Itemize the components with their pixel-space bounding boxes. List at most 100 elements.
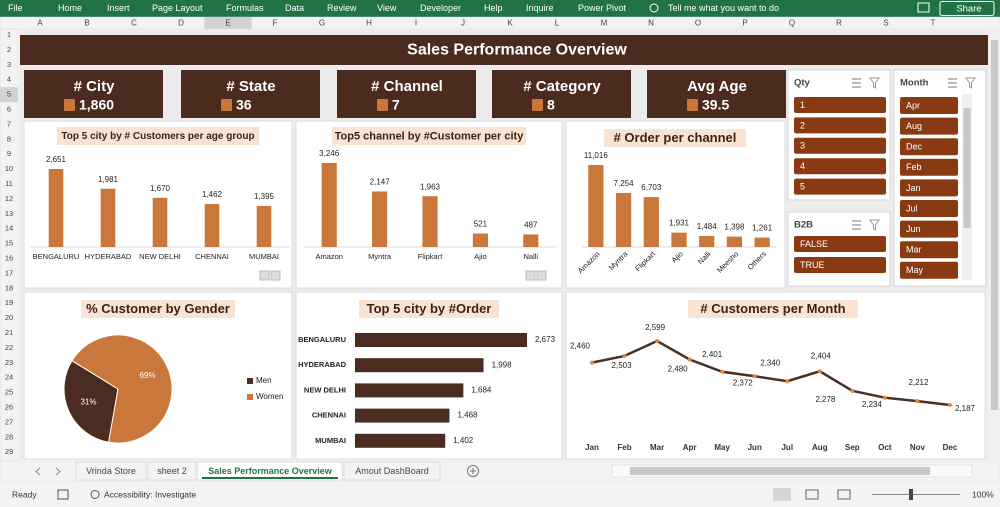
slicer-item-label[interactable]: Aug <box>906 121 922 131</box>
zoom-thumb[interactable] <box>909 489 913 500</box>
sheet-tab-label[interactable]: Vrinda Store <box>86 466 136 476</box>
page-break-button[interactable] <box>837 489 851 500</box>
multi-select-icon[interactable] <box>852 78 861 88</box>
x-tick-label: Feb <box>617 443 631 452</box>
macro-icon[interactable] <box>57 489 69 500</box>
row-header: 17 <box>5 268 13 277</box>
accessibility-icon[interactable] <box>90 490 100 499</box>
sheet-tab-label[interactable]: Sales Performance Overview <box>208 466 333 476</box>
slicer-item-label[interactable]: 4 <box>800 161 805 171</box>
y-tick-label: CHENNAI <box>312 411 346 420</box>
slicer-item[interactable] <box>900 179 958 197</box>
slicer-item[interactable] <box>900 117 958 135</box>
zoom-level[interactable]: 100% <box>972 489 994 499</box>
row-header: 12 <box>5 194 13 203</box>
sheet-tab-label[interactable]: Amout DashBoard <box>355 466 429 476</box>
line-marker <box>948 403 952 407</box>
normal-view-button[interactable] <box>773 488 791 501</box>
slicer-item-label[interactable]: 1 <box>800 100 805 110</box>
slicer-item[interactable] <box>900 241 958 259</box>
slicer-item[interactable] <box>900 97 958 114</box>
slicer-item[interactable] <box>794 257 886 273</box>
clear-filter-icon[interactable] <box>869 219 880 231</box>
ribbon-tab[interactable]: Developer <box>420 3 461 13</box>
slicer-item-label[interactable]: 5 <box>800 181 805 191</box>
slicer-item-label[interactable]: 2 <box>800 120 805 130</box>
slicer-item[interactable] <box>900 261 958 279</box>
sheet-tab[interactable] <box>75 461 147 481</box>
ribbon-tab[interactable]: Power Pivot <box>578 3 627 13</box>
ribbon-tab[interactable]: Data <box>285 3 304 13</box>
slicer-item-label[interactable]: May <box>906 265 924 275</box>
multi-select-icon[interactable] <box>852 220 861 230</box>
clear-filter-icon[interactable] <box>869 77 880 89</box>
slicer-item-label[interactable]: TRUE <box>800 260 825 270</box>
ribbon-tab[interactable]: Review <box>327 3 357 13</box>
slicer-item[interactable] <box>794 137 886 154</box>
slicer-item[interactable] <box>794 178 886 195</box>
data-label: 6,703 <box>641 183 662 192</box>
collapse-button[interactable] <box>270 270 281 281</box>
slicer-item-label[interactable]: Mar <box>906 245 922 255</box>
slicer-item-label[interactable]: FALSE <box>800 239 828 249</box>
ribbon-tab[interactable]: Formulas <box>226 3 264 13</box>
slicer-item[interactable] <box>794 117 886 134</box>
share-label[interactable]: Share <box>956 4 981 15</box>
slicer-item[interactable] <box>794 236 886 252</box>
slicer-item-label[interactable]: Dec <box>906 142 923 152</box>
x-tick-label: Jan <box>585 443 599 452</box>
slicer-item[interactable] <box>900 220 958 238</box>
slicer-item-label[interactable]: Jan <box>906 183 921 193</box>
bar <box>355 383 464 398</box>
clear-filter-icon[interactable] <box>965 77 976 89</box>
collapse-button[interactable] <box>536 270 547 281</box>
row-header: 6 <box>7 104 11 113</box>
row-header: 19 <box>5 298 13 307</box>
slicer-scroll-thumb[interactable] <box>963 108 971 228</box>
kpi-card <box>647 70 786 118</box>
slicer-item-label[interactable]: Jun <box>906 224 921 234</box>
slicer-item[interactable] <box>794 97 886 113</box>
slicer-item[interactable] <box>900 200 958 217</box>
active-sheet-tab[interactable] <box>197 461 343 481</box>
column-header: E <box>225 19 230 28</box>
tab-nav-next[interactable] <box>55 467 61 476</box>
slicer-item[interactable] <box>794 158 886 175</box>
ribbon-tab[interactable]: Inquire <box>526 3 554 13</box>
expand-button[interactable] <box>525 270 536 281</box>
sheet-tab[interactable] <box>147 461 197 481</box>
slicer-item-label[interactable]: Jul <box>906 203 918 213</box>
horizontal-scroll-thumb[interactable] <box>630 467 930 475</box>
page-layout-button[interactable] <box>805 489 819 500</box>
ribbon-tab[interactable]: Help <box>484 3 503 13</box>
sheet-tab-label[interactable]: sheet 2 <box>157 466 187 476</box>
slicer-item-label[interactable]: Feb <box>906 162 922 172</box>
ribbon-tab[interactable]: Home <box>58 3 82 13</box>
x-tick-label: Apr <box>683 443 697 452</box>
bar <box>256 205 272 247</box>
ribbon-tab[interactable]: View <box>377 3 397 13</box>
add-sheet-button[interactable] <box>467 465 479 477</box>
slicer-item[interactable] <box>900 158 958 176</box>
search-box[interactable]: Tell me what you want to do <box>668 3 779 13</box>
slicer-item-label[interactable]: Apr <box>906 100 920 110</box>
ribbon-tab[interactable]: Insert <box>107 3 130 13</box>
accessibility-status[interactable]: Accessibility: Investigate <box>104 489 196 499</box>
row-header: 2 <box>7 45 11 54</box>
kpi-card <box>337 70 476 118</box>
slicer-item-label[interactable]: 3 <box>800 141 805 151</box>
data-label: 1,981 <box>98 175 119 184</box>
tab-nav-prev[interactable] <box>35 467 41 476</box>
share-button[interactable] <box>939 1 995 16</box>
expand-button[interactable] <box>259 270 270 281</box>
sheet-tab[interactable] <box>343 461 441 481</box>
x-tick-label: BENGALURU <box>33 252 80 261</box>
ribbon-tab[interactable]: File <box>8 3 23 13</box>
ribbon-tab[interactable]: Page Layout <box>152 3 203 13</box>
data-label: 2,480 <box>668 365 689 374</box>
bar <box>321 163 337 247</box>
slicer-item[interactable] <box>900 138 958 156</box>
vertical-scroll-thumb[interactable] <box>991 40 998 410</box>
multi-select-icon[interactable] <box>948 78 957 88</box>
pie-slice <box>71 334 173 444</box>
